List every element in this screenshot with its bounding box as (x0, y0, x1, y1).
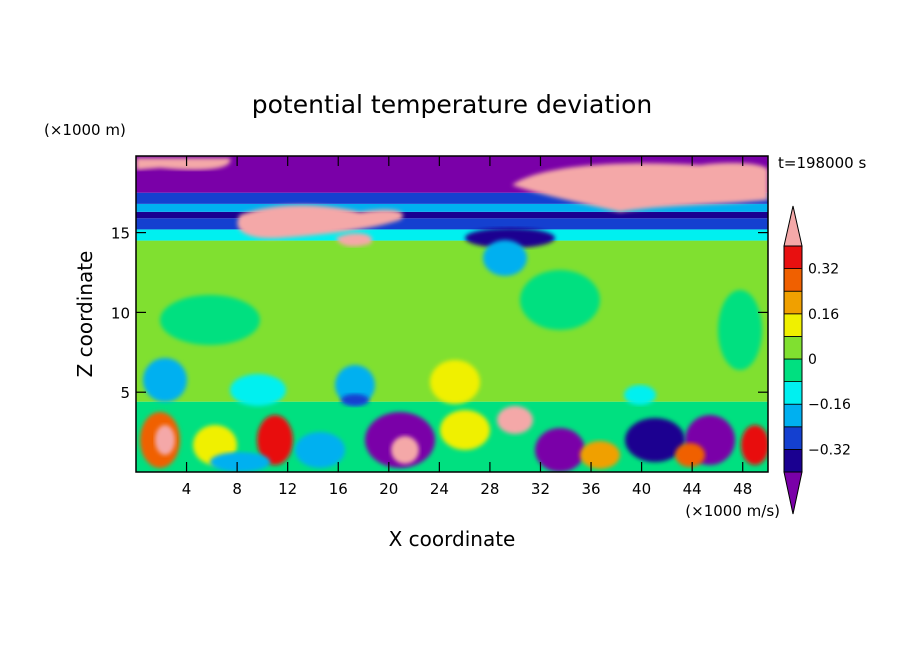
colorbar-tick-label: 0 (808, 352, 817, 368)
plot-frame (135, 155, 769, 473)
field-patch (336, 233, 373, 247)
field-patch (143, 358, 187, 402)
x-tick-label: 16 (329, 480, 348, 498)
colorbar-segment (783, 448, 803, 473)
colorbar-frame (783, 245, 803, 473)
field-patch (440, 410, 490, 450)
x-tick-label: 36 (581, 480, 600, 498)
field-patch (718, 290, 762, 370)
x-tick-label: 40 (632, 480, 651, 498)
field-patch (465, 228, 555, 248)
colorbar-segment (783, 245, 803, 270)
field-patch (257, 415, 293, 465)
field-patch (341, 394, 369, 406)
x-tick-label: 28 (480, 480, 499, 498)
x-tick-label: 48 (733, 480, 752, 498)
x-unit-label: (×1000 m/s) (685, 502, 780, 520)
field-patch (160, 295, 260, 345)
x-tick-label: 20 (379, 480, 398, 498)
field-patch (430, 360, 480, 404)
field-band (136, 192, 768, 204)
field-patch (136, 158, 231, 170)
time-label: t=198000 s (778, 154, 866, 172)
field-patch (230, 374, 286, 406)
colorbar-segment (783, 426, 803, 450)
field-patch (295, 432, 345, 468)
colorbar-tick-label: −0.32 (808, 442, 851, 458)
x-tick-label: 24 (430, 480, 449, 498)
y-tick-label: 15 (111, 225, 130, 243)
colorbar-tick-label: −0.16 (808, 397, 851, 413)
field-patch (237, 205, 404, 239)
y-tick-label: 10 (111, 304, 130, 322)
colorbar-extend-top (783, 205, 803, 247)
x-axis-ticks: 4 8 12 16 20 24 28 32 36 40 44 48 (182, 156, 752, 498)
field-patch (335, 365, 375, 405)
x-tick-label: 44 (683, 480, 702, 498)
field-patch (741, 425, 768, 465)
field-patch (625, 418, 685, 462)
field-patch (520, 270, 600, 330)
colorbar-segment (783, 268, 803, 292)
y-axis-ticks: 5 10 15 (111, 225, 768, 402)
colorbar-segment (783, 381, 803, 405)
colorbar-segment (783, 335, 803, 360)
colorbar-segment (783, 290, 803, 315)
field-patch (483, 240, 527, 276)
colorbar-segment (783, 403, 803, 428)
heatmap-field (136, 156, 768, 472)
field-band (136, 218, 768, 230)
chart-title: potential temperature deviation (252, 90, 652, 119)
field-patch (391, 436, 419, 464)
colorbar-segment (783, 358, 803, 383)
field-patch (512, 162, 768, 212)
y-unit-label: (×1000 m) (44, 121, 126, 139)
colorbar-tick-label: 0.16 (808, 307, 839, 323)
x-axis-label: X coordinate (389, 527, 516, 551)
y-tick-label: 5 (120, 384, 130, 402)
field-patch (624, 385, 656, 405)
colorbar-extend-bottom (783, 471, 803, 515)
x-tick-label: 8 (232, 480, 242, 498)
field-patch (210, 452, 270, 472)
y-axis-label: Z coordinate (73, 251, 97, 378)
field-patch (497, 406, 533, 434)
field-patch (155, 425, 175, 455)
x-tick-label: 32 (531, 480, 550, 498)
field-band (136, 211, 768, 219)
colorbar-tick-label: 0.32 (808, 262, 839, 278)
x-tick-label: 4 (182, 480, 192, 498)
x-tick-label: 12 (278, 480, 297, 498)
colorbar-segment (783, 313, 803, 337)
field-patch (580, 441, 620, 469)
field-band (136, 229, 768, 241)
field-band (136, 203, 768, 212)
field-patch (535, 428, 585, 472)
field-patch (675, 443, 705, 467)
colorbar: 0.32 0.16 0 −0.16 −0.32 (783, 205, 851, 515)
